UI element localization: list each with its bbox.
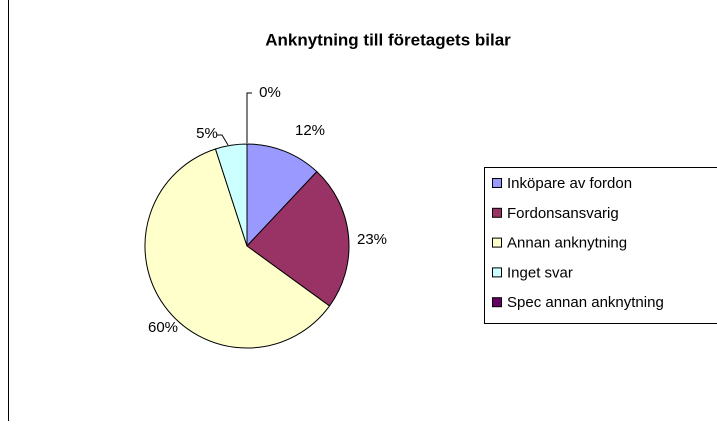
legend-label: Annan anknytning [507, 235, 627, 252]
legend-swatch [493, 298, 502, 307]
legend-swatch [493, 208, 502, 217]
data-label: 5% [196, 125, 218, 142]
data-label: 60% [148, 319, 178, 336]
data-label: 0% [259, 84, 281, 101]
legend-label: Inget svar [507, 264, 573, 281]
legend-swatch [493, 268, 502, 277]
legend-swatch [493, 179, 502, 188]
data-label: 12% [295, 122, 325, 139]
legend-label: Spec annan anknytning [507, 294, 664, 311]
legend-label: Inköpare av fordon [507, 175, 632, 192]
data-label: 23% [357, 231, 387, 248]
chart-title: Anknytning till företagets bilar [265, 30, 511, 49]
legend-label: Fordonsansvarig [507, 205, 619, 222]
legend-swatch [493, 238, 502, 247]
